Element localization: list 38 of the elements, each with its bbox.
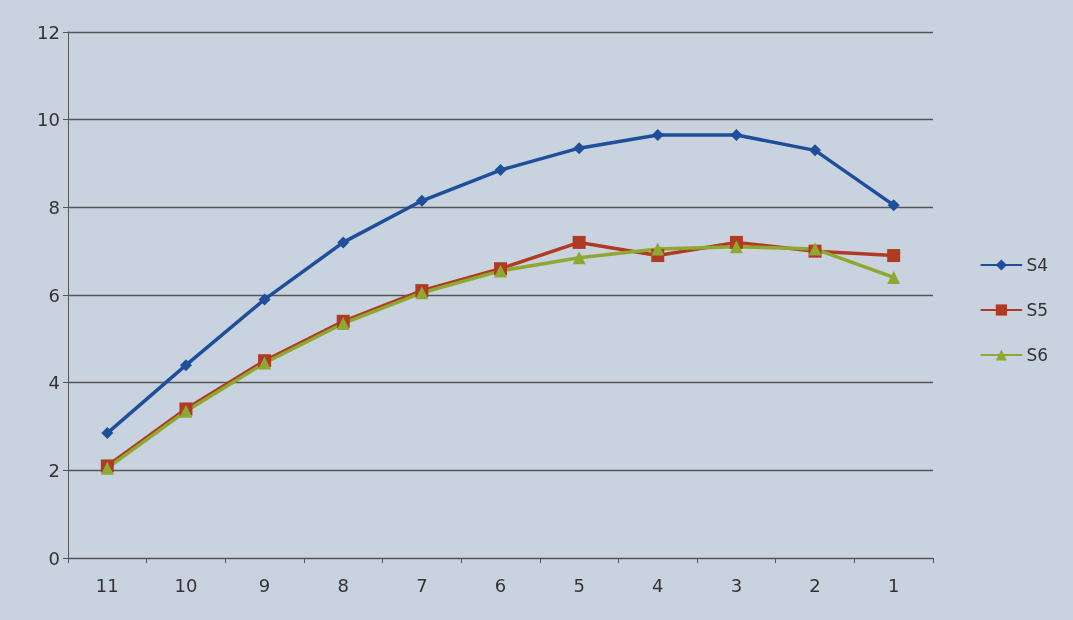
x-tick-label: 8 (337, 574, 349, 596)
point (887, 199, 900, 212)
point (809, 144, 822, 157)
y-tick-label: 10 (37, 109, 60, 131)
x-tick-label: 3 (730, 574, 743, 596)
x-tick-label: 9 (258, 574, 271, 596)
point (651, 129, 664, 142)
legend-label: S6 (1026, 345, 1048, 365)
y-tick-label: 2 (48, 459, 60, 481)
x-tick-label: 5 (573, 574, 585, 596)
y-tick-label: 4 (48, 372, 60, 394)
point (651, 242, 665, 256)
x-tick-label: 10 (174, 574, 198, 596)
point (887, 249, 901, 263)
point (258, 293, 271, 306)
point (179, 359, 192, 372)
point (101, 427, 114, 440)
y-tick-label: 8 (48, 196, 60, 218)
x-tick-label: 2 (809, 574, 821, 596)
x-tick-label: 4 (652, 574, 664, 596)
y-tick-label: 12 (37, 21, 60, 43)
legend-label: S4 (1026, 255, 1048, 275)
point (887, 270, 901, 284)
x-tick-label: 1 (887, 574, 900, 596)
point (337, 236, 350, 249)
point (573, 142, 586, 155)
point (494, 164, 507, 177)
y-tick-label: 6 (48, 284, 60, 306)
legend-label: S5 (1026, 300, 1048, 320)
point (572, 251, 586, 265)
point (729, 240, 743, 254)
x-tick-label: 7 (416, 574, 428, 596)
x-tick-label: 6 (494, 574, 507, 596)
x-tick-label: 11 (95, 574, 119, 596)
y-tick-label: 0 (48, 547, 60, 569)
point (730, 129, 743, 142)
point (415, 194, 428, 207)
point (572, 235, 586, 249)
